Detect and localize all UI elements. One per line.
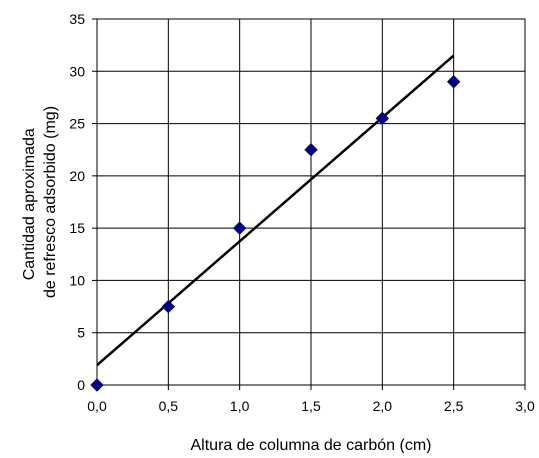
data-point (90, 378, 104, 392)
x-tick-label: 0,5 (159, 398, 179, 414)
y-tick-label: 25 (69, 116, 85, 132)
y-axis-title-line-1: Cantidad aproximada (21, 128, 38, 280)
data-point (304, 143, 318, 157)
data-points (90, 75, 461, 392)
data-point (161, 299, 176, 314)
x-axis-title: Altura de columna de carbón (cm) (191, 437, 432, 453)
data-point (446, 75, 461, 89)
x-tick-label: 2,0 (373, 398, 393, 414)
y-axis-title: Cantidad aproximada de refresco adsorbid… (21, 106, 59, 298)
grid (96, 18, 526, 386)
y-tick-label: 5 (77, 325, 85, 341)
y-tick-label: 20 (69, 168, 85, 184)
y-tick-label: 10 (69, 272, 85, 288)
x-tick-label: 2,5 (444, 398, 464, 414)
x-tick-label: 1,0 (230, 398, 250, 414)
tick-labels: 0,0 0,5 1,0 1,5 2,0 2,5 3,0 0 5 10 15 20 25 30 35 (69, 11, 535, 414)
y-tick-label: 0 (77, 377, 85, 393)
axes (92, 18, 526, 390)
trendline (96, 54, 455, 367)
data-point (232, 221, 247, 235)
y-tick-label: 15 (69, 220, 85, 236)
y-tick-label: 35 (69, 11, 85, 27)
trendline-layer (96, 54, 455, 367)
x-tick-label: 1,5 (301, 398, 321, 414)
y-axis-title-line-2: de refresco adsorbido (mg) (42, 106, 59, 298)
x-tick-label: 3,0 (515, 398, 535, 414)
data-point (375, 111, 390, 126)
y-tick-label: 30 (69, 63, 85, 79)
x-tick-label: 0,0 (87, 398, 107, 414)
